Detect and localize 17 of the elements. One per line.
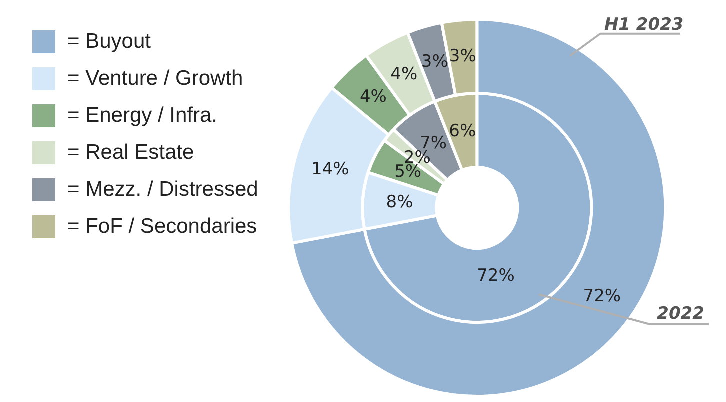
data-label: 14%: [312, 160, 350, 180]
data-label: 72%: [583, 286, 622, 306]
data-label: 4%: [390, 64, 418, 85]
legend-label: = Venture / Growth: [68, 66, 244, 90]
data-label: 72%: [477, 266, 515, 286]
legend-label: = Energy / Infra.: [68, 104, 218, 127]
data-label: 6%: [449, 121, 476, 142]
legend-label: = Buyout: [68, 30, 152, 53]
data-label: 3%: [449, 46, 476, 67]
legend-label: = Real Estate: [68, 140, 194, 164]
data-label: 8%: [386, 192, 414, 213]
data-label: 4%: [360, 86, 387, 107]
data-label: 3%: [421, 52, 448, 72]
legend-label: = Mezz. / Distressed: [68, 178, 258, 201]
legend-label: = FoF / Secondaries: [68, 214, 258, 238]
slice-label: 2022: [657, 304, 704, 324]
slice-label: H1 2023: [604, 14, 684, 35]
